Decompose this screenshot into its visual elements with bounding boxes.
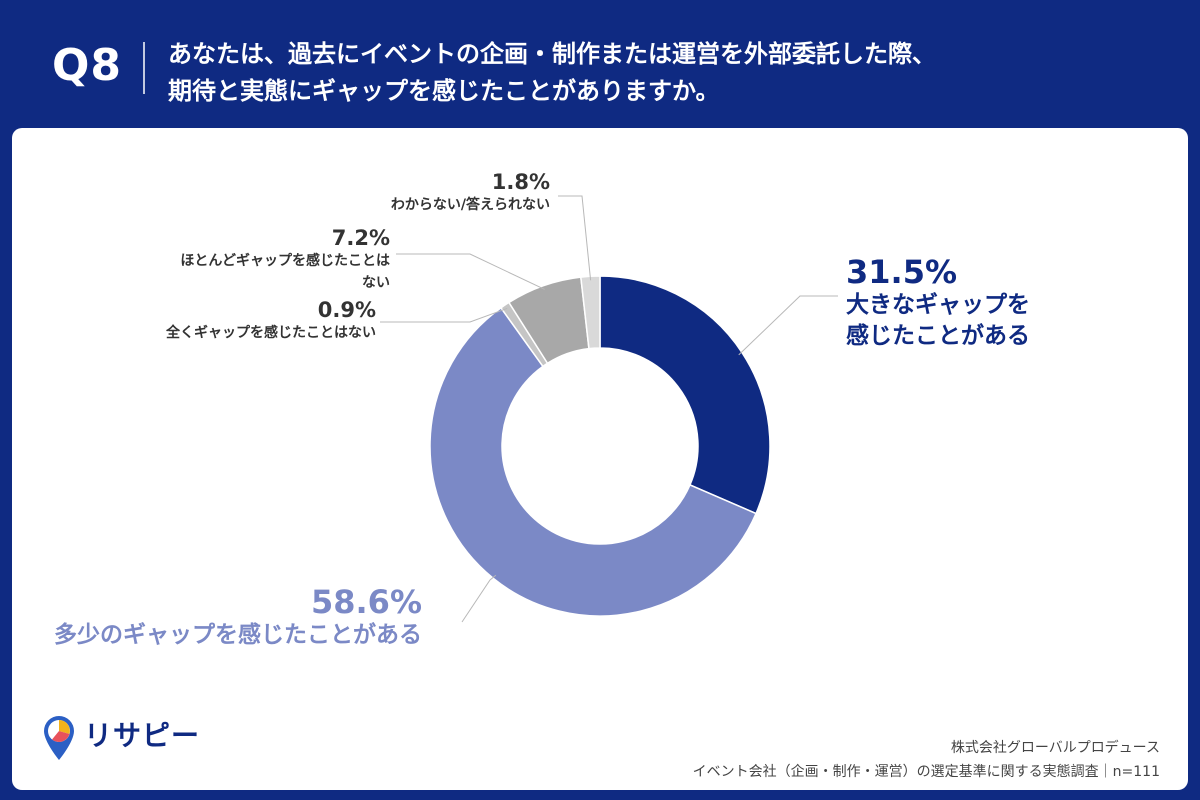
question-line-1: あなたは、過去にイベントの企画・制作または運営を外部委託した際、 bbox=[168, 40, 936, 68]
value-label-unknown: 1.8% bbox=[491, 170, 550, 194]
slice-label-no-gap: 0.9% 全くギャップを感じたことはない bbox=[40, 298, 376, 344]
value-label-little-gap: 7.2% bbox=[331, 226, 390, 250]
logo-text: リサピー bbox=[84, 719, 201, 752]
slice-label-large-gap: 31.5% 大きなギャップを 感じたことがある bbox=[846, 254, 1030, 352]
leader-line-slice-some-gap bbox=[461, 574, 497, 623]
header-divider bbox=[143, 42, 145, 94]
footer-company: 株式会社グローバルプロデュース bbox=[950, 740, 1160, 756]
slice-label-some-gap: 58.6% 多少のギャップを感じたことがある bbox=[20, 584, 422, 651]
footer: 株式会社グローバルプロデュース イベント会社（企画・制作・運営）の選定基準に関す… bbox=[693, 736, 1160, 784]
footer-survey: イベント会社（企画・制作・運営）の選定基準に関する実態調査｜n=111 bbox=[692, 764, 1160, 780]
question-text: あなたは、過去にイベントの企画・制作または運営を外部委託した際、 期待と実態にギ… bbox=[168, 36, 1168, 110]
category-label-some-gap: 多少のギャップを感じたことがある bbox=[54, 622, 422, 648]
leader-line-slice-large-gap bbox=[738, 295, 838, 356]
header: Q8 あなたは、過去にイベントの企画・制作または運営を外部委託した際、 期待と実… bbox=[0, 0, 1200, 128]
category-label-no-gap: 全くギャップを感じたことはない bbox=[166, 325, 376, 341]
category-label-large-gap-1: 大きなギャップを bbox=[846, 292, 1030, 318]
category-label-little-gap-1: ほとんどギャップを感じたことは bbox=[180, 253, 390, 269]
leader-line-slice-unknown bbox=[558, 195, 592, 281]
question-number: Q8 bbox=[52, 40, 123, 91]
leader-line-slice-no-gap bbox=[380, 307, 508, 323]
slice-some-gap bbox=[429, 306, 758, 617]
slice-label-unknown: 1.8% わからない/答えられない bbox=[200, 170, 550, 216]
category-label-unknown: わからない/答えられない bbox=[390, 197, 550, 213]
chart-panel bbox=[12, 128, 1188, 790]
category-label-large-gap-2: 感じたことがある bbox=[846, 323, 1030, 349]
slice-large-gap bbox=[599, 275, 771, 515]
leader-line-slice-little-gap bbox=[396, 253, 545, 290]
pin-icon bbox=[44, 716, 74, 760]
slice-unknown bbox=[579, 275, 601, 350]
category-label-little-gap-2: ない bbox=[362, 275, 390, 291]
question-line-2: 期待と実態にギャップを感じたことがありますか。 bbox=[168, 77, 720, 105]
value-label-some-gap: 58.6% bbox=[310, 583, 422, 621]
value-label-no-gap: 0.9% bbox=[317, 298, 376, 322]
value-label-large-gap: 31.5% bbox=[846, 253, 958, 291]
slice-label-little-gap: 7.2% ほとんどギャップを感じたことは ない bbox=[40, 226, 390, 294]
